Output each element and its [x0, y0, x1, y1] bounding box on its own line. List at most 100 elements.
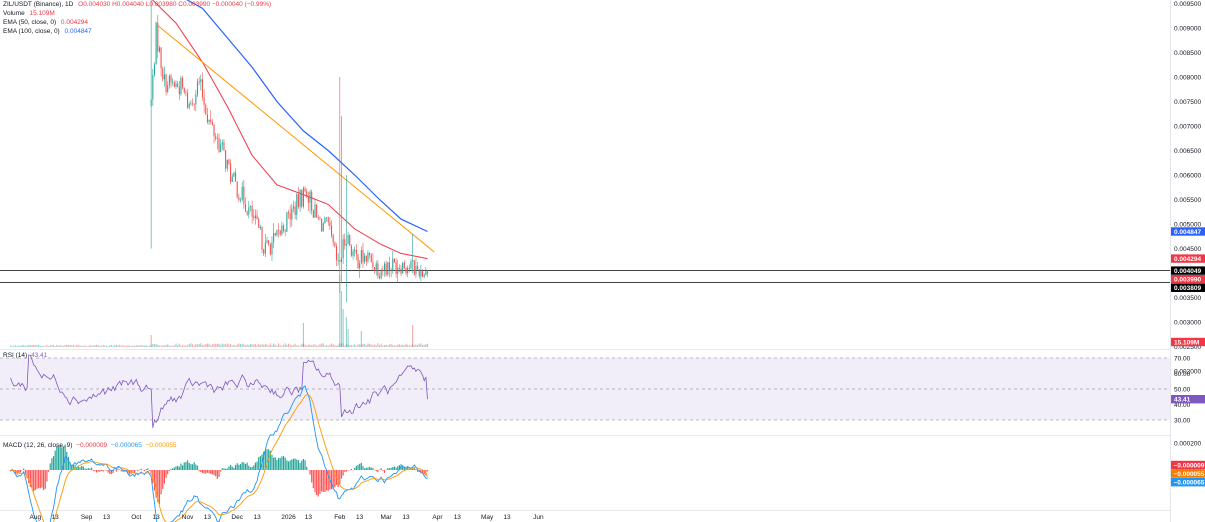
macd-histogram-bar — [167, 470, 169, 475]
volume-bar — [77, 344, 79, 347]
macd-histogram-bar — [109, 470, 111, 475]
macd-legend: MACD (12, 26, close, 9) −0.000009 −0.000… — [3, 442, 177, 449]
candle-body — [387, 262, 389, 275]
volume-bar — [16, 345, 18, 347]
candle-body — [337, 259, 339, 261]
time-tick-label: 13 — [153, 514, 161, 521]
macd-histogram-bar — [86, 468, 88, 470]
time-tick-label: Apr — [432, 514, 443, 521]
candle-body — [370, 254, 372, 263]
candle-body — [258, 219, 260, 228]
macd-histogram-bar — [330, 470, 333, 490]
time-tick-label: 13 — [305, 514, 313, 521]
candle-body — [236, 181, 238, 198]
volume-bar — [39, 345, 41, 347]
volume-bar — [43, 346, 45, 347]
volume-bar — [345, 317, 347, 347]
volume-bar — [238, 343, 240, 347]
macd-histogram-bar — [124, 470, 126, 472]
macd-histogram-bar — [277, 457, 280, 470]
candle-body — [335, 246, 338, 261]
volume-badge-label: 15.109M — [1174, 339, 1199, 346]
macd-histogram-bar — [271, 454, 273, 470]
candle-body — [170, 75, 172, 83]
candle-body — [422, 271, 424, 277]
volume-bar — [127, 345, 129, 347]
macd-histogram-bar — [304, 460, 306, 470]
rsi-tick-label: 50.00 — [1174, 386, 1191, 393]
volume-bar — [11, 345, 13, 347]
candle-body — [203, 97, 205, 105]
macd-histogram-bar — [249, 467, 252, 470]
macd-histogram-bar — [279, 458, 281, 470]
candle-body — [375, 263, 377, 271]
time-tick-label: 13 — [503, 514, 511, 521]
volume-bar — [370, 344, 372, 347]
candle-body — [380, 270, 382, 279]
macd-histogram-bar — [392, 467, 394, 470]
volume-bar — [115, 344, 117, 347]
candle-body — [398, 267, 400, 269]
volume-bar — [140, 345, 142, 347]
volume-bar — [92, 345, 94, 347]
macd-histogram-bar — [302, 458, 305, 470]
candle-body — [264, 242, 266, 254]
candle-body — [425, 269, 427, 276]
candle-body — [279, 230, 281, 235]
macd-histogram-bar — [117, 468, 119, 470]
volume-bar — [183, 345, 185, 347]
volume-bar — [392, 345, 394, 347]
volume-bar — [158, 345, 160, 347]
volume-bar — [339, 275, 341, 347]
volume-bar — [233, 344, 235, 347]
time-tick-label: 13 — [454, 514, 462, 521]
candle-body — [215, 135, 217, 139]
macd-histogram-bar — [342, 470, 344, 476]
candle-body — [231, 176, 233, 182]
volume-bar — [148, 345, 151, 347]
volume-bar — [175, 343, 177, 347]
volume-bar — [54, 346, 56, 347]
volume-bar — [301, 343, 303, 347]
volume-bar — [26, 345, 28, 347]
candle-body — [153, 64, 156, 76]
candle-body — [173, 82, 175, 87]
candle-body — [206, 114, 208, 123]
volume-bar — [408, 345, 410, 347]
volume-bar — [33, 344, 35, 347]
volume-bar — [79, 345, 81, 347]
candle-body — [294, 206, 296, 215]
macd-histogram-bar — [236, 463, 238, 470]
candle-body — [306, 191, 308, 197]
macd-histogram-bar — [82, 466, 84, 470]
volume-bar — [294, 343, 296, 347]
candle-body — [167, 85, 169, 92]
macd-histogram-bar — [246, 462, 248, 470]
volume-bar — [196, 344, 199, 347]
candle-body — [183, 88, 185, 93]
volume-bar — [208, 343, 210, 347]
candle-body — [243, 186, 245, 204]
macd-histogram-bar — [42, 470, 45, 491]
volume-bar — [205, 344, 207, 347]
volume-bar — [319, 344, 321, 347]
candle-body — [276, 229, 278, 236]
volume-bar — [21, 344, 23, 347]
macd-histogram-bar — [311, 470, 313, 483]
volume-bar — [59, 344, 61, 347]
macd-histogram-bar — [317, 470, 319, 497]
candle-body — [420, 271, 422, 277]
macd-histogram-bar — [19, 470, 22, 473]
candle-body — [239, 199, 242, 201]
macd-histogram-bar — [344, 470, 346, 472]
macd-histogram-bar — [61, 447, 63, 470]
macd-histogram-bar — [297, 460, 300, 470]
candle-body — [317, 217, 319, 218]
candle-body — [251, 206, 253, 217]
macd-histogram-bar — [26, 470, 28, 479]
candle-body — [352, 251, 354, 256]
volume-bar — [221, 343, 223, 347]
volume-bar — [243, 344, 245, 347]
volume-bar — [110, 344, 112, 347]
